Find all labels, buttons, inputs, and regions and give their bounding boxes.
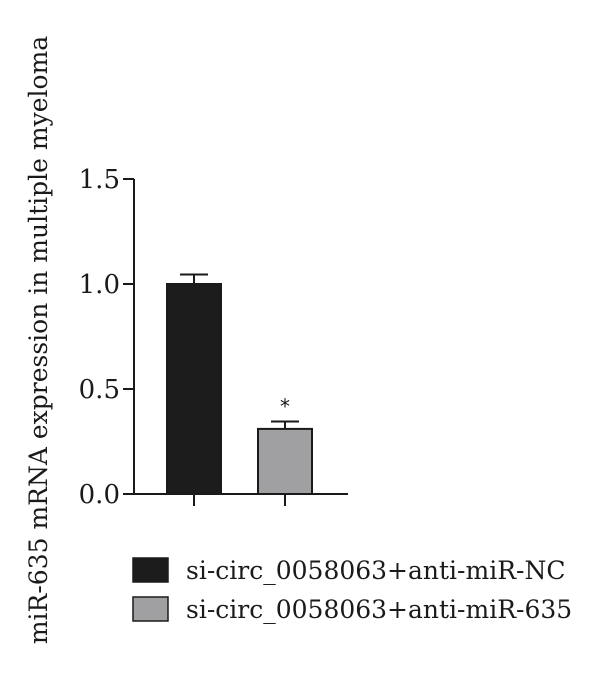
bar-anti-mir-nc — [166, 283, 222, 495]
legend-label-anti-mir-nc: si-circ_0058063+anti-miR-NC — [186, 556, 565, 585]
significance-mark-anti-mir-635: * — [280, 395, 290, 419]
bar-anti-mir-635 — [257, 427, 313, 495]
y-tick-label-3: 1.5 — [79, 165, 120, 195]
y-axis-title: miR-635 mRNA expression in multiple myel… — [24, 36, 53, 644]
legend: si-circ_0058063+anti-miR-NC si-circ_0058… — [132, 556, 572, 624]
legend-swatch-anti-mir-635 — [132, 596, 169, 622]
legend-label-anti-mir-635: si-circ_0058063+anti-miR-635 — [186, 595, 572, 624]
y-tick-label-0: 0.0 — [79, 480, 120, 510]
y-tick-label-1: 0.5 — [79, 375, 120, 405]
y-tick-label-2: 1.0 — [79, 270, 120, 300]
legend-swatch-anti-mir-nc — [132, 557, 169, 583]
